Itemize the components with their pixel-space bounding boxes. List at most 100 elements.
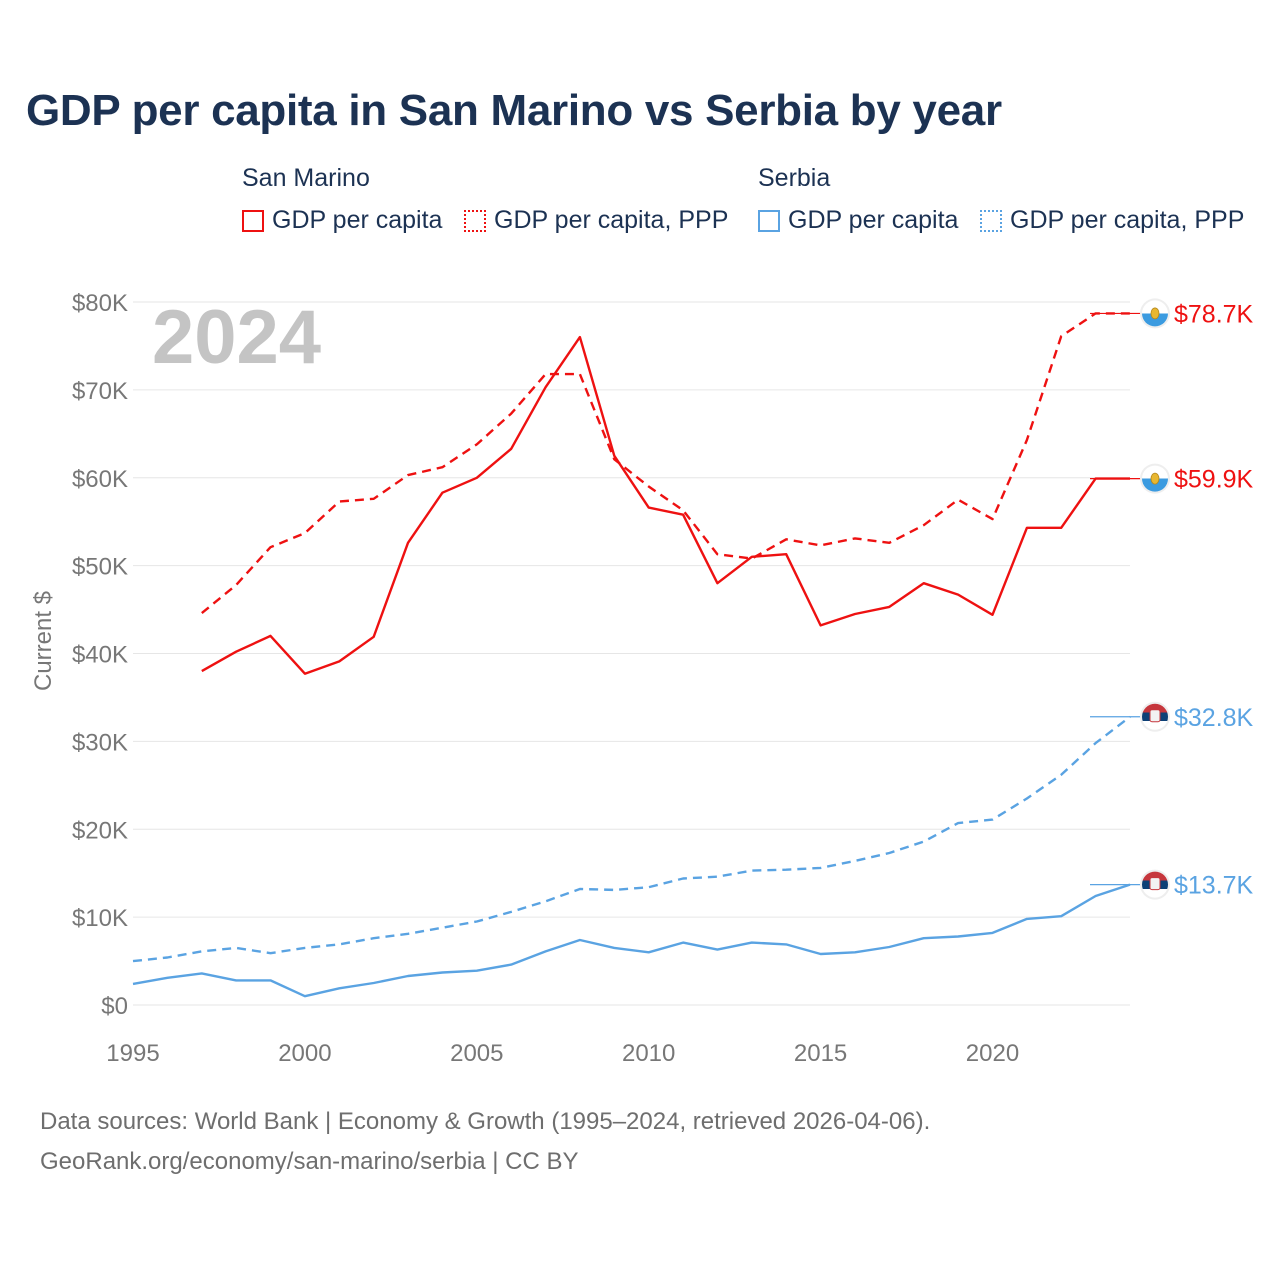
data-point <box>612 457 617 462</box>
data-point <box>234 582 239 587</box>
data-point <box>406 540 411 545</box>
data-point <box>1093 894 1098 899</box>
data-point <box>818 952 823 957</box>
data-point <box>268 545 273 550</box>
data-point <box>818 543 823 548</box>
data-point <box>1093 741 1098 746</box>
y-tick-label: $60K <box>72 466 128 493</box>
data-point <box>302 531 307 536</box>
legend-item-san-marino-gdp-ppp[interactable]: GDP per capita, PPP <box>464 206 728 235</box>
data-point <box>337 499 342 504</box>
data-point <box>440 970 445 975</box>
data-point <box>406 974 411 979</box>
data-point <box>1059 772 1064 777</box>
data-point <box>990 817 995 822</box>
data-point <box>1059 525 1064 530</box>
y-tick-label: $30K <box>72 729 128 756</box>
data-point <box>406 473 411 478</box>
data-point <box>956 821 961 826</box>
data-point <box>784 537 789 542</box>
data-point <box>509 411 514 416</box>
data-point <box>852 611 857 616</box>
data-point <box>131 981 136 986</box>
data-point <box>990 612 995 617</box>
data-point <box>715 874 720 879</box>
data-point <box>199 669 204 674</box>
data-point <box>784 552 789 557</box>
data-point <box>990 930 995 935</box>
legend-item-serbia-gdp[interactable]: GDP per capita <box>758 206 958 235</box>
x-tick-label: 2005 <box>450 1040 503 1067</box>
y-tick-label: $20K <box>72 817 128 844</box>
data-point <box>199 949 204 954</box>
legend-swatch-solid-red <box>242 209 264 232</box>
y-tick-label: $40K <box>72 642 128 669</box>
data-point <box>577 937 582 942</box>
end-value-label: $32.8K <box>1174 704 1254 732</box>
data-point <box>543 372 548 377</box>
y-tick-label: $10K <box>72 905 128 932</box>
data-point <box>921 523 926 528</box>
data-point <box>990 517 995 522</box>
flag-emblem <box>1150 307 1160 320</box>
legend-label: GDP per capita <box>788 206 959 234</box>
data-point <box>302 994 307 999</box>
data-point <box>852 536 857 541</box>
data-point <box>337 986 342 991</box>
data-point <box>1024 796 1029 801</box>
data-point <box>268 978 273 983</box>
data-point <box>234 978 239 983</box>
data-point <box>268 951 273 956</box>
series-line-4 <box>132 715 1131 963</box>
legend-item-san-marino-gdp[interactable]: GDP per capita <box>242 206 442 235</box>
data-point <box>509 962 514 967</box>
legend-group-san-marino: San Marino <box>242 164 370 192</box>
data-point <box>337 942 342 947</box>
data-point <box>921 839 926 844</box>
serbia-flag-icon <box>1140 869 1170 900</box>
x-tick-label: 2020 <box>966 1040 1019 1067</box>
data-point <box>1024 437 1029 442</box>
data-point <box>852 950 857 955</box>
data-point <box>646 950 651 955</box>
data-point <box>956 592 961 597</box>
y-tick-label: $0 <box>101 993 128 1020</box>
flag-emblem <box>1149 709 1161 723</box>
data-point <box>818 865 823 870</box>
x-tick-label: 2010 <box>622 1040 675 1067</box>
data-point <box>577 887 582 892</box>
data-point <box>646 885 651 890</box>
legend-label: GDP per capita <box>272 206 443 234</box>
x-tick-label: 1995 <box>106 1040 159 1067</box>
series-line-2 <box>201 312 1130 615</box>
data-point <box>715 581 720 586</box>
legend-swatch-dotted-red <box>464 209 486 232</box>
data-point <box>749 868 754 873</box>
end-value-label: $78.7K <box>1174 300 1254 328</box>
data-point <box>131 959 136 964</box>
data-point <box>509 446 514 451</box>
data-point <box>921 936 926 941</box>
data-point <box>646 505 651 510</box>
data-point <box>509 909 514 914</box>
data-point <box>371 496 376 501</box>
data-point <box>749 940 754 945</box>
data-point <box>1059 334 1064 339</box>
data-point <box>577 372 582 377</box>
y-axis-label: Current $ <box>30 591 57 691</box>
legend-item-serbia-gdp-ppp[interactable]: GDP per capita, PPP <box>980 206 1244 235</box>
end-value-label: $59.9K <box>1174 466 1254 494</box>
data-point <box>543 385 548 390</box>
data-point <box>371 634 376 639</box>
data-point <box>784 942 789 947</box>
data-point <box>543 899 548 904</box>
data-point <box>956 497 961 502</box>
data-point <box>646 484 651 489</box>
flag-emblem <box>1149 877 1161 891</box>
data-point <box>371 981 376 986</box>
data-point <box>1024 916 1029 921</box>
data-point <box>302 945 307 950</box>
san-marino-flag-icon <box>1140 463 1170 494</box>
data-point <box>612 887 617 892</box>
